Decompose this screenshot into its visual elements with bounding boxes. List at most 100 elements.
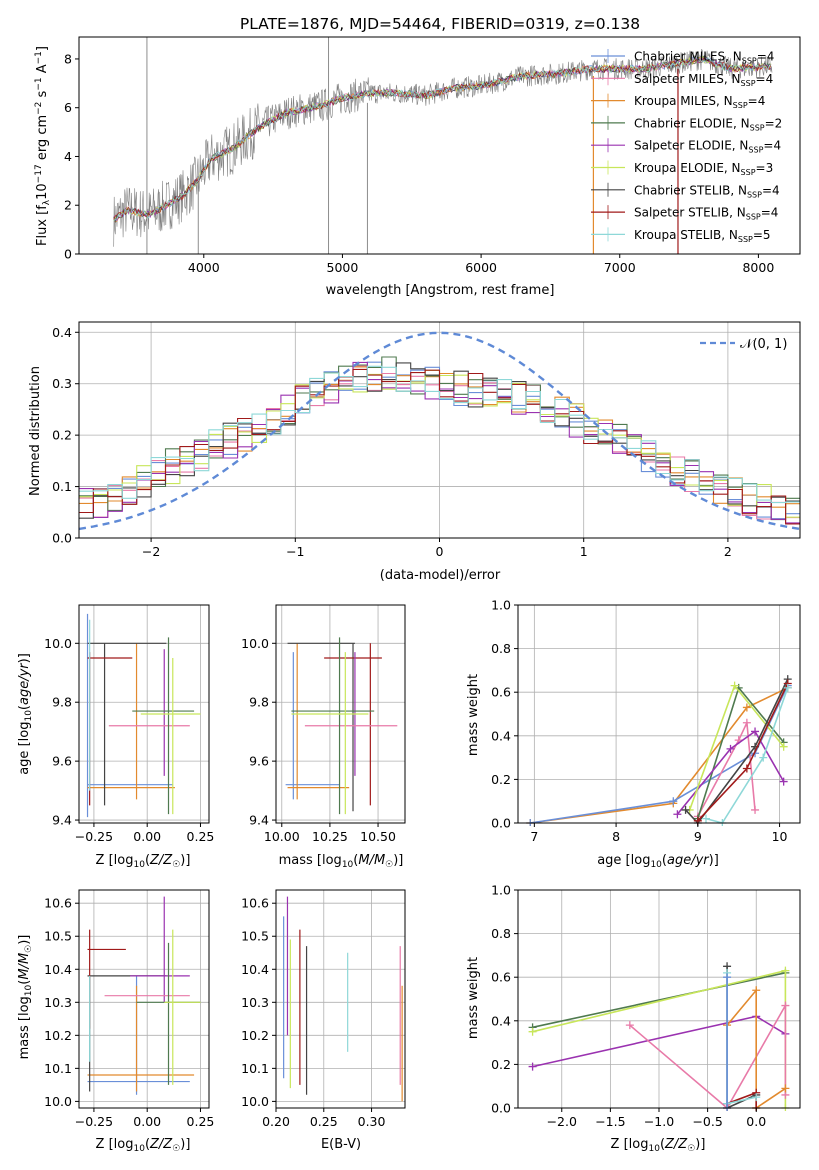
mass-weight-line <box>676 730 785 815</box>
x-tick-label: −1.5 <box>595 1114 625 1129</box>
x-tick-label: −1.0 <box>644 1114 674 1129</box>
x-tick-label: 0.20 <box>262 1114 290 1129</box>
x-tick-label: 2 <box>724 544 732 559</box>
mass-vs-metallicity-panel: −0.25 0.00 0.25 10.0 10.1 10.2 10.3 10.4 10.5 10.… <box>17 889 214 1154</box>
mass-weight-marker <box>759 753 768 762</box>
x-tick-label: 0.00 <box>133 1114 161 1129</box>
y-tick-label: 0.1 <box>52 479 72 494</box>
mass-weight-marker <box>528 1027 537 1036</box>
x-tick-label: 7 <box>530 829 538 844</box>
axes-frame <box>275 889 406 1109</box>
x-tick-label: 10.25 <box>312 829 348 844</box>
x-tick-label: −0.5 <box>692 1114 722 1129</box>
age-z-xlabel: Z [log10(Z/Z☉)] <box>96 853 191 870</box>
y-tick-label: 10.1 <box>241 1061 269 1076</box>
observed-spectrum <box>113 48 773 247</box>
mass-weight-marker <box>742 764 751 773</box>
y-tick-label: 9.6 <box>52 754 72 769</box>
y-tick-label: 10.6 <box>241 896 269 911</box>
y-tick-label: 10.0 <box>44 1094 72 1109</box>
y-tick-label: 10.6 <box>44 896 72 911</box>
mass-weight-marker <box>779 777 788 786</box>
age-vs-metallicity-panel: −0.25 0.00 0.25 9.4 9.6 9.8 10.0 Z [log10(Z/Z☉… <box>17 604 214 870</box>
y-tick-label: 0.0 <box>52 531 72 546</box>
y-tick-label: 2 <box>64 198 72 213</box>
legend-label: Kroupa MILES, NSSP=4 <box>634 94 765 110</box>
y-tick-label: 9.4 <box>52 813 72 828</box>
axes-frame <box>78 604 210 824</box>
y-tick-label: 10.3 <box>44 995 72 1010</box>
massweight-vs-age-panel: 7 8 9 10 0.0 0.2 0.4 0.6 0.8 1.0 age [log10(age/y… <box>466 598 801 870</box>
mass-weight-marker <box>723 973 732 982</box>
legend-label: Chabrier ELODIE, NSSP=2 <box>634 116 782 132</box>
x-tick-label: 1 <box>580 544 588 559</box>
mass-vs-ebv-panel: 0.20 0.25 0.30 10.0 10.1 10.2 10.3 10.4 10.5 10.6… <box>241 889 406 1152</box>
y-tick-label: 9.6 <box>249 754 269 769</box>
legend-label: Salpeter ELODIE, NSSP=4 <box>634 139 781 155</box>
residual-ylabel: Normed distribution <box>28 366 43 496</box>
x-tick-label: 7000 <box>604 260 636 275</box>
y-tick-label: 0.6 <box>491 970 511 985</box>
mass-weight-marker <box>702 814 710 823</box>
mass-weight-marker <box>625 1021 634 1030</box>
figure-title: PLATE=1876, MJD=54464, FIBERID=0319, z=0… <box>240 15 640 33</box>
y-tick-label: 10.4 <box>241 962 269 977</box>
residual-histogram-panel: −2 −1 0 1 2 0.0 0.1 0.2 0.3 0.4 (data-model)/erro… <box>28 321 801 583</box>
mass-weight-marker <box>781 1001 790 1010</box>
mass-z-xlabel: Z [log10(Z/Z☉)] <box>96 1137 191 1154</box>
y-tick-label: 0 <box>64 247 72 262</box>
legend-label: Kroupa STELIB, NSSP=5 <box>634 228 771 244</box>
spectrum-panel: 4000 5000 6000 7000 8000 0 2 4 6 8 wavelength [An… <box>34 36 801 298</box>
residual-legend: 𝒩(0, 1) <box>700 337 787 352</box>
y-tick-label: 4 <box>64 149 72 164</box>
y-tick-label: 0.0 <box>491 816 511 831</box>
mass-weight-marker <box>742 718 751 727</box>
age-vs-mass-panel: 10.00 10.25 10.50 9.4 9.6 9.8 10.0 mass [log10… <box>241 604 406 870</box>
y-tick-label: 10.3 <box>241 995 269 1010</box>
spectrum-legend: Chabrier MILES, NSSP=4 Salpeter MILES, NS… <box>591 49 782 244</box>
mass-weight-marker <box>752 1093 761 1102</box>
y-tick-label: 0.0 <box>491 1101 511 1116</box>
x-tick-label: −2.0 <box>547 1114 577 1129</box>
axes-frame <box>78 889 210 1109</box>
mass-weight-line <box>685 678 789 825</box>
mw-age-ylabel: mass weight <box>466 674 481 756</box>
y-tick-label: 10.0 <box>241 1094 269 1109</box>
massweight-vs-metallicity-panel: −2.0 −1.5 −1.0 −0.5 0.0 0.0 0.2 0.4 0.6 0.8 1.0 Z … <box>466 883 801 1154</box>
mass-weight-marker <box>752 986 761 995</box>
legend-label: Chabrier MILES, NSSP=4 <box>634 50 774 66</box>
mass-weight-marker <box>673 810 682 819</box>
y-tick-label: 1.0 <box>491 598 511 613</box>
x-tick-label: 5000 <box>327 260 359 275</box>
x-tick-label: 4000 <box>188 260 220 275</box>
mass-weight-marker <box>730 681 739 690</box>
y-tick-label: 10.0 <box>241 636 269 651</box>
y-tick-label: 6 <box>64 100 72 115</box>
y-tick-label: 9.4 <box>249 813 269 828</box>
y-tick-label: 10.2 <box>241 1028 269 1043</box>
y-tick-label: 0.4 <box>491 728 511 743</box>
residual-xlabel: (data-model)/error <box>380 568 501 583</box>
mw-z-ylabel: mass weight <box>466 957 481 1039</box>
axes-frame <box>78 36 801 255</box>
gaussian-legend-label: 𝒩(0, 1) <box>740 337 787 352</box>
legend-label: Salpeter MILES, NSSP=4 <box>634 72 773 88</box>
mass-weight-marker <box>669 797 678 806</box>
x-tick-label: −0.25 <box>75 829 113 844</box>
x-tick-label: 0.00 <box>133 829 161 844</box>
y-tick-label: 0.4 <box>52 325 72 340</box>
mw-z-xlabel: Z [log10(Z/Z☉)] <box>611 1137 706 1154</box>
y-tick-label: 10.1 <box>44 1061 72 1076</box>
legend-label: Salpeter STELIB, NSSP=4 <box>634 206 778 222</box>
mass-weight-marker <box>751 805 760 814</box>
y-tick-label: 8 <box>64 51 72 66</box>
y-tick-label: 10.4 <box>44 962 72 977</box>
mass-weight-line <box>726 988 786 1110</box>
mass-weight-marker <box>528 1062 537 1071</box>
y-tick-label: 10.5 <box>241 929 269 944</box>
x-tick-label: 10.50 <box>360 829 396 844</box>
y-tick-label: 0.2 <box>491 772 511 787</box>
ebv-xlabel: E(B-V) <box>321 1137 361 1152</box>
mass-weight-marker <box>751 727 760 736</box>
